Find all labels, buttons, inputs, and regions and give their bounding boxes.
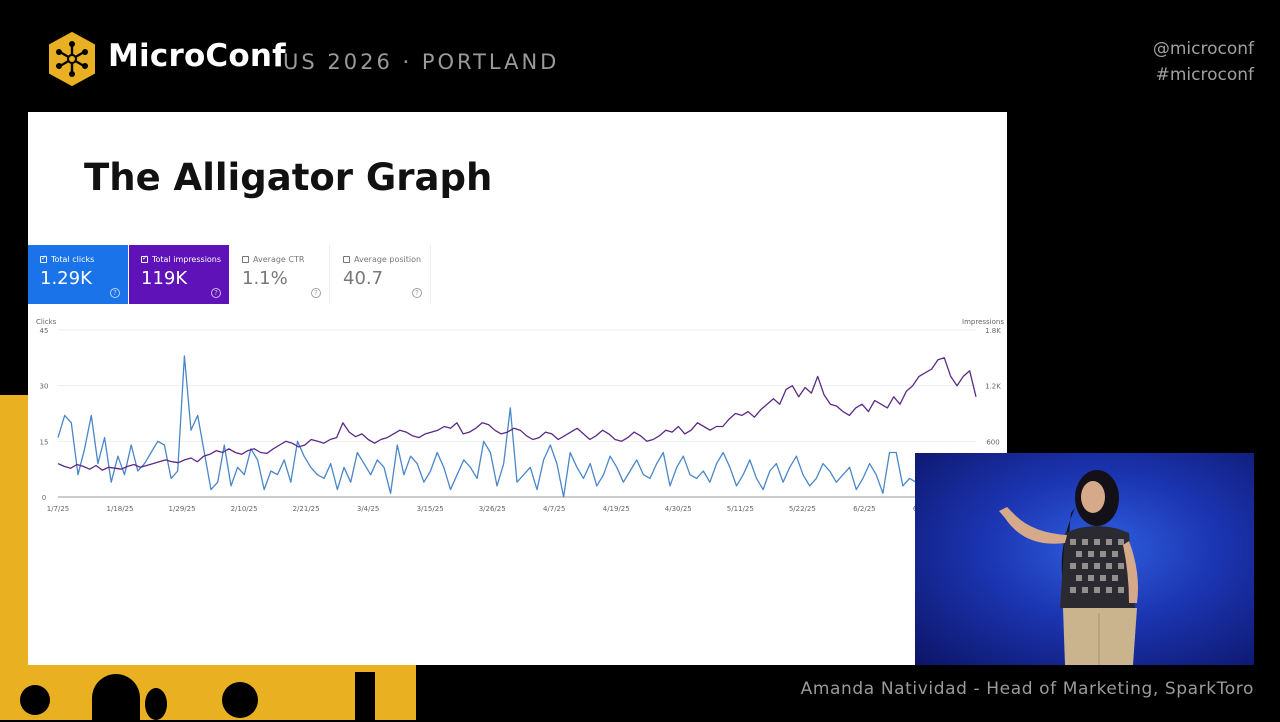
x-tick-label: 6/2/25 — [853, 505, 876, 513]
x-tick-label: 4/7/25 — [543, 505, 566, 513]
social-hashtag: #microconf — [1155, 65, 1254, 85]
decor-dot — [92, 674, 140, 722]
checkbox-icon[interactable] — [40, 254, 47, 263]
x-tick-label: 3/4/25 — [357, 505, 380, 513]
y-left-axis-title: Clicks — [36, 318, 57, 326]
y-right-tick-label: 1.8K — [985, 327, 1001, 335]
x-tick-label: 2/21/25 — [293, 505, 320, 513]
metric-value: 119K — [141, 268, 188, 289]
y-left-tick-label: 30 — [40, 383, 49, 391]
metric-value: 40.7 — [343, 268, 384, 289]
x-tick-label: 1/29/25 — [169, 505, 196, 513]
checkbox-icon[interactable] — [242, 256, 249, 263]
impressions-series-line — [57, 357, 977, 471]
metric-label: Total clicks — [51, 255, 95, 264]
help-icon[interactable]: ? — [412, 288, 422, 298]
presentation-slide: The Alligator Graph Total clicks 1.29K ?… — [28, 112, 1007, 665]
speaker-caption: Amanda Natividad - Head of Marketing, Sp… — [800, 679, 1254, 699]
metric-label: Average position — [354, 255, 422, 264]
decor-yellow-band — [0, 395, 28, 720]
x-tick-label: 3/26/25 — [479, 505, 506, 513]
help-icon[interactable]: ? — [211, 288, 221, 298]
event-name: US 2026 · PORTLAND — [283, 50, 560, 74]
decor-dot — [355, 672, 375, 720]
y-right-axis-title: Impressions — [962, 318, 1004, 326]
decor-dot — [145, 688, 167, 720]
metric-total-clicks[interactable]: Total clicks 1.29K ? — [28, 245, 128, 304]
x-tick-label: 3/15/25 — [417, 505, 444, 513]
x-tick-label: 1/18/25 — [107, 505, 134, 513]
microconf-logo-icon — [49, 32, 95, 86]
checkbox-icon[interactable] — [343, 256, 350, 263]
y-left-tick-label: 0 — [42, 494, 46, 502]
metric-label: Total impressions — [152, 255, 222, 264]
decor-dot — [20, 685, 50, 715]
metric-average-position[interactable]: Average position 40.7 ? — [331, 245, 431, 304]
social-links: @microconf #microconf — [1153, 36, 1254, 88]
brand-name: MicroConf — [108, 38, 286, 74]
metric-average-ctr[interactable]: Average CTR 1.1% ? — [230, 245, 330, 304]
x-tick-label: 5/22/25 — [789, 505, 816, 513]
checkbox-icon[interactable] — [141, 254, 148, 263]
metric-label: Average CTR — [253, 255, 305, 264]
metric-value: 1.1% — [242, 268, 288, 289]
help-icon[interactable]: ? — [110, 288, 120, 298]
speaker-video — [915, 453, 1254, 665]
metric-total-impressions[interactable]: Total impressions 119K ? — [129, 245, 229, 304]
performance-line-chart: 45 30 15 0 1.8K 1.2K 600 1/7/25 1/18/25 1/29/25 2/… — [40, 327, 1002, 513]
x-tick-label: 1/7/25 — [47, 505, 70, 513]
x-tick-label: 2/10/25 — [231, 505, 258, 513]
y-right-tick-label: 600 — [986, 438, 999, 446]
y-right-tick-label: 1.2K — [985, 383, 1001, 391]
social-handle: @microconf — [1152, 39, 1254, 59]
slide-title: The Alligator Graph — [84, 156, 493, 199]
metric-value: 1.29K — [40, 268, 92, 289]
y-left-tick-label: 45 — [40, 327, 49, 335]
help-icon[interactable]: ? — [311, 288, 321, 298]
y-left-tick-label: 15 — [40, 438, 49, 446]
speaker-figure — [999, 470, 1138, 665]
clicks-series-line — [57, 355, 977, 498]
x-tick-label: 4/30/25 — [665, 505, 692, 513]
x-tick-label: 5/11/25 — [727, 505, 754, 513]
x-tick-label: 4/19/25 — [603, 505, 630, 513]
decor-dot — [222, 682, 258, 718]
